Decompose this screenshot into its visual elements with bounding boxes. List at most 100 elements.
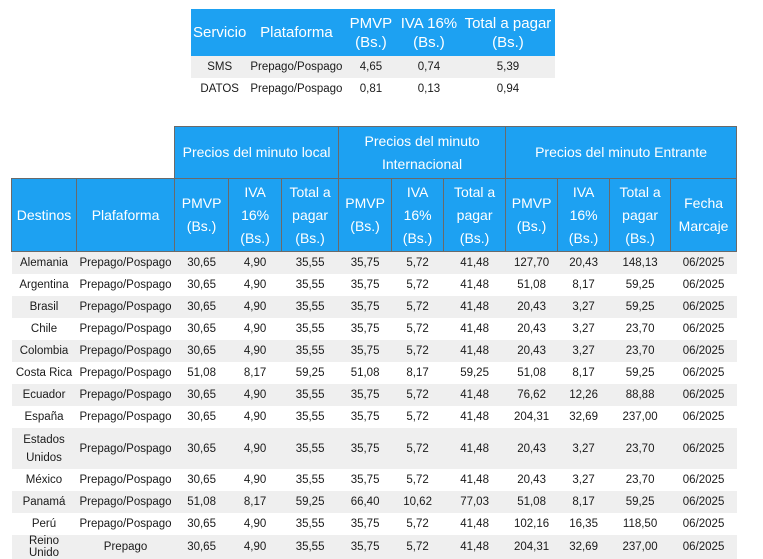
table-cell: 41,48 [444,252,506,275]
table-cell: 06/2025 [671,384,737,406]
table-cell: 51,08 [506,491,558,513]
table-cell: 35,55 [282,406,339,428]
table-cell: 23,70 [610,318,671,340]
table-cell: 5,72 [392,384,444,406]
table-cell: Prepago/Pospago [77,491,175,513]
table-cell: 4,90 [229,406,282,428]
table-cell: 35,55 [282,252,339,275]
table-cell: 35,75 [339,406,392,428]
table-cell: 35,55 [282,318,339,340]
table-cell: 204,31 [506,406,558,428]
table-cell: 5,72 [392,296,444,318]
table-cell: 59,25 [610,274,671,296]
column-header-entrante-iva: IVA 16% (Bs.) [558,179,610,252]
table-cell: 35,55 [282,296,339,318]
table-cell: 16,35 [558,513,610,535]
table-cell: 66,40 [339,491,392,513]
table-cell: 51,08 [506,274,558,296]
table-cell: 0,74 [397,56,460,78]
table-cell: 30,65 [175,296,229,318]
table-cell: 204,31 [506,535,558,559]
table-cell: 35,75 [339,428,392,469]
table-cell: 41,48 [444,428,506,469]
table-cell: Prepago/Pospago [77,340,175,362]
table-cell: 30,65 [175,406,229,428]
table-cell: 23,70 [610,469,671,491]
table-cell: 35,55 [282,274,339,296]
table-cell: 23,70 [610,340,671,362]
table-cell: 35,75 [339,513,392,535]
table-cell: 41,48 [444,406,506,428]
table-cell: 41,48 [444,384,506,406]
table-cell: 41,48 [444,535,506,559]
table-cell: Argentina [12,274,77,296]
table-cell: 35,55 [282,428,339,469]
column-header-local-iva: IVA 16% (Bs.) [229,179,282,252]
table-cell: 35,55 [282,513,339,535]
table-cell: 8,17 [392,362,444,384]
column-header-entrante-total: Total a pagar (Bs.) [610,179,671,252]
table-cell: 8,17 [558,491,610,513]
table-cell: Prepago/Pospago [77,406,175,428]
table-cell: 4,90 [229,318,282,340]
table-cell: 30,65 [175,469,229,491]
table-cell: 4,90 [229,296,282,318]
table-cell: 4,90 [229,513,282,535]
table-cell: 5,72 [392,274,444,296]
table-cell: 06/2025 [671,469,737,491]
empty-header-cell [12,127,175,179]
table-cell: 76,62 [506,384,558,406]
table-cell: Prepago/Pospago [77,252,175,275]
table-cell: 5,72 [392,406,444,428]
table-cell: Prepago/Pospago [77,274,175,296]
group-header-row: Precios del minuto local Precios del min… [12,127,737,179]
table-cell: Prepago/Pospago [248,78,344,100]
table-cell: México [12,469,77,491]
table-cell: Prepago [77,535,175,559]
table-cell: 20,43 [506,428,558,469]
table-cell: 5,39 [460,56,555,78]
table-cell: Prepago/Pospago [77,469,175,491]
table-cell: 8,17 [558,362,610,384]
column-header-destinos: Destinos [12,179,77,252]
table-cell: 0,94 [460,78,555,100]
table-cell: 06/2025 [671,362,737,384]
table-cell: 118,50 [610,513,671,535]
table-cell: 8,17 [229,362,282,384]
table-cell: 59,25 [610,362,671,384]
table-cell: 06/2025 [671,428,737,469]
table-cell: Ecuador [12,384,77,406]
table-cell: 5,72 [392,535,444,559]
roaming-minute-price-table: Precios del minuto local Precios del min… [11,126,737,559]
column-header-entrante-pmvp: PMVP (Bs.) [506,179,558,252]
table-cell: 06/2025 [671,318,737,340]
column-header-intl-iva: IVA 16% (Bs.) [392,179,444,252]
table-cell: SMS [191,56,248,78]
table-cell: 35,75 [339,318,392,340]
column-header-total: Total a pagar (Bs.) [460,9,555,56]
table-cell: 51,08 [175,362,229,384]
table-cell: 41,48 [444,340,506,362]
table-cell: Estados Unidos [12,428,77,469]
column-header-plataforma: Plataforma [248,9,344,56]
table-cell: Alemania [12,252,77,275]
table-cell: 237,00 [610,406,671,428]
table-cell: 4,90 [229,340,282,362]
table-cell: 20,43 [558,252,610,275]
table-cell: 35,55 [282,535,339,559]
table-cell: 5,72 [392,340,444,362]
table-cell: 51,08 [339,362,392,384]
table-cell: Prepago/Pospago [77,318,175,340]
table-cell: 35,75 [339,384,392,406]
